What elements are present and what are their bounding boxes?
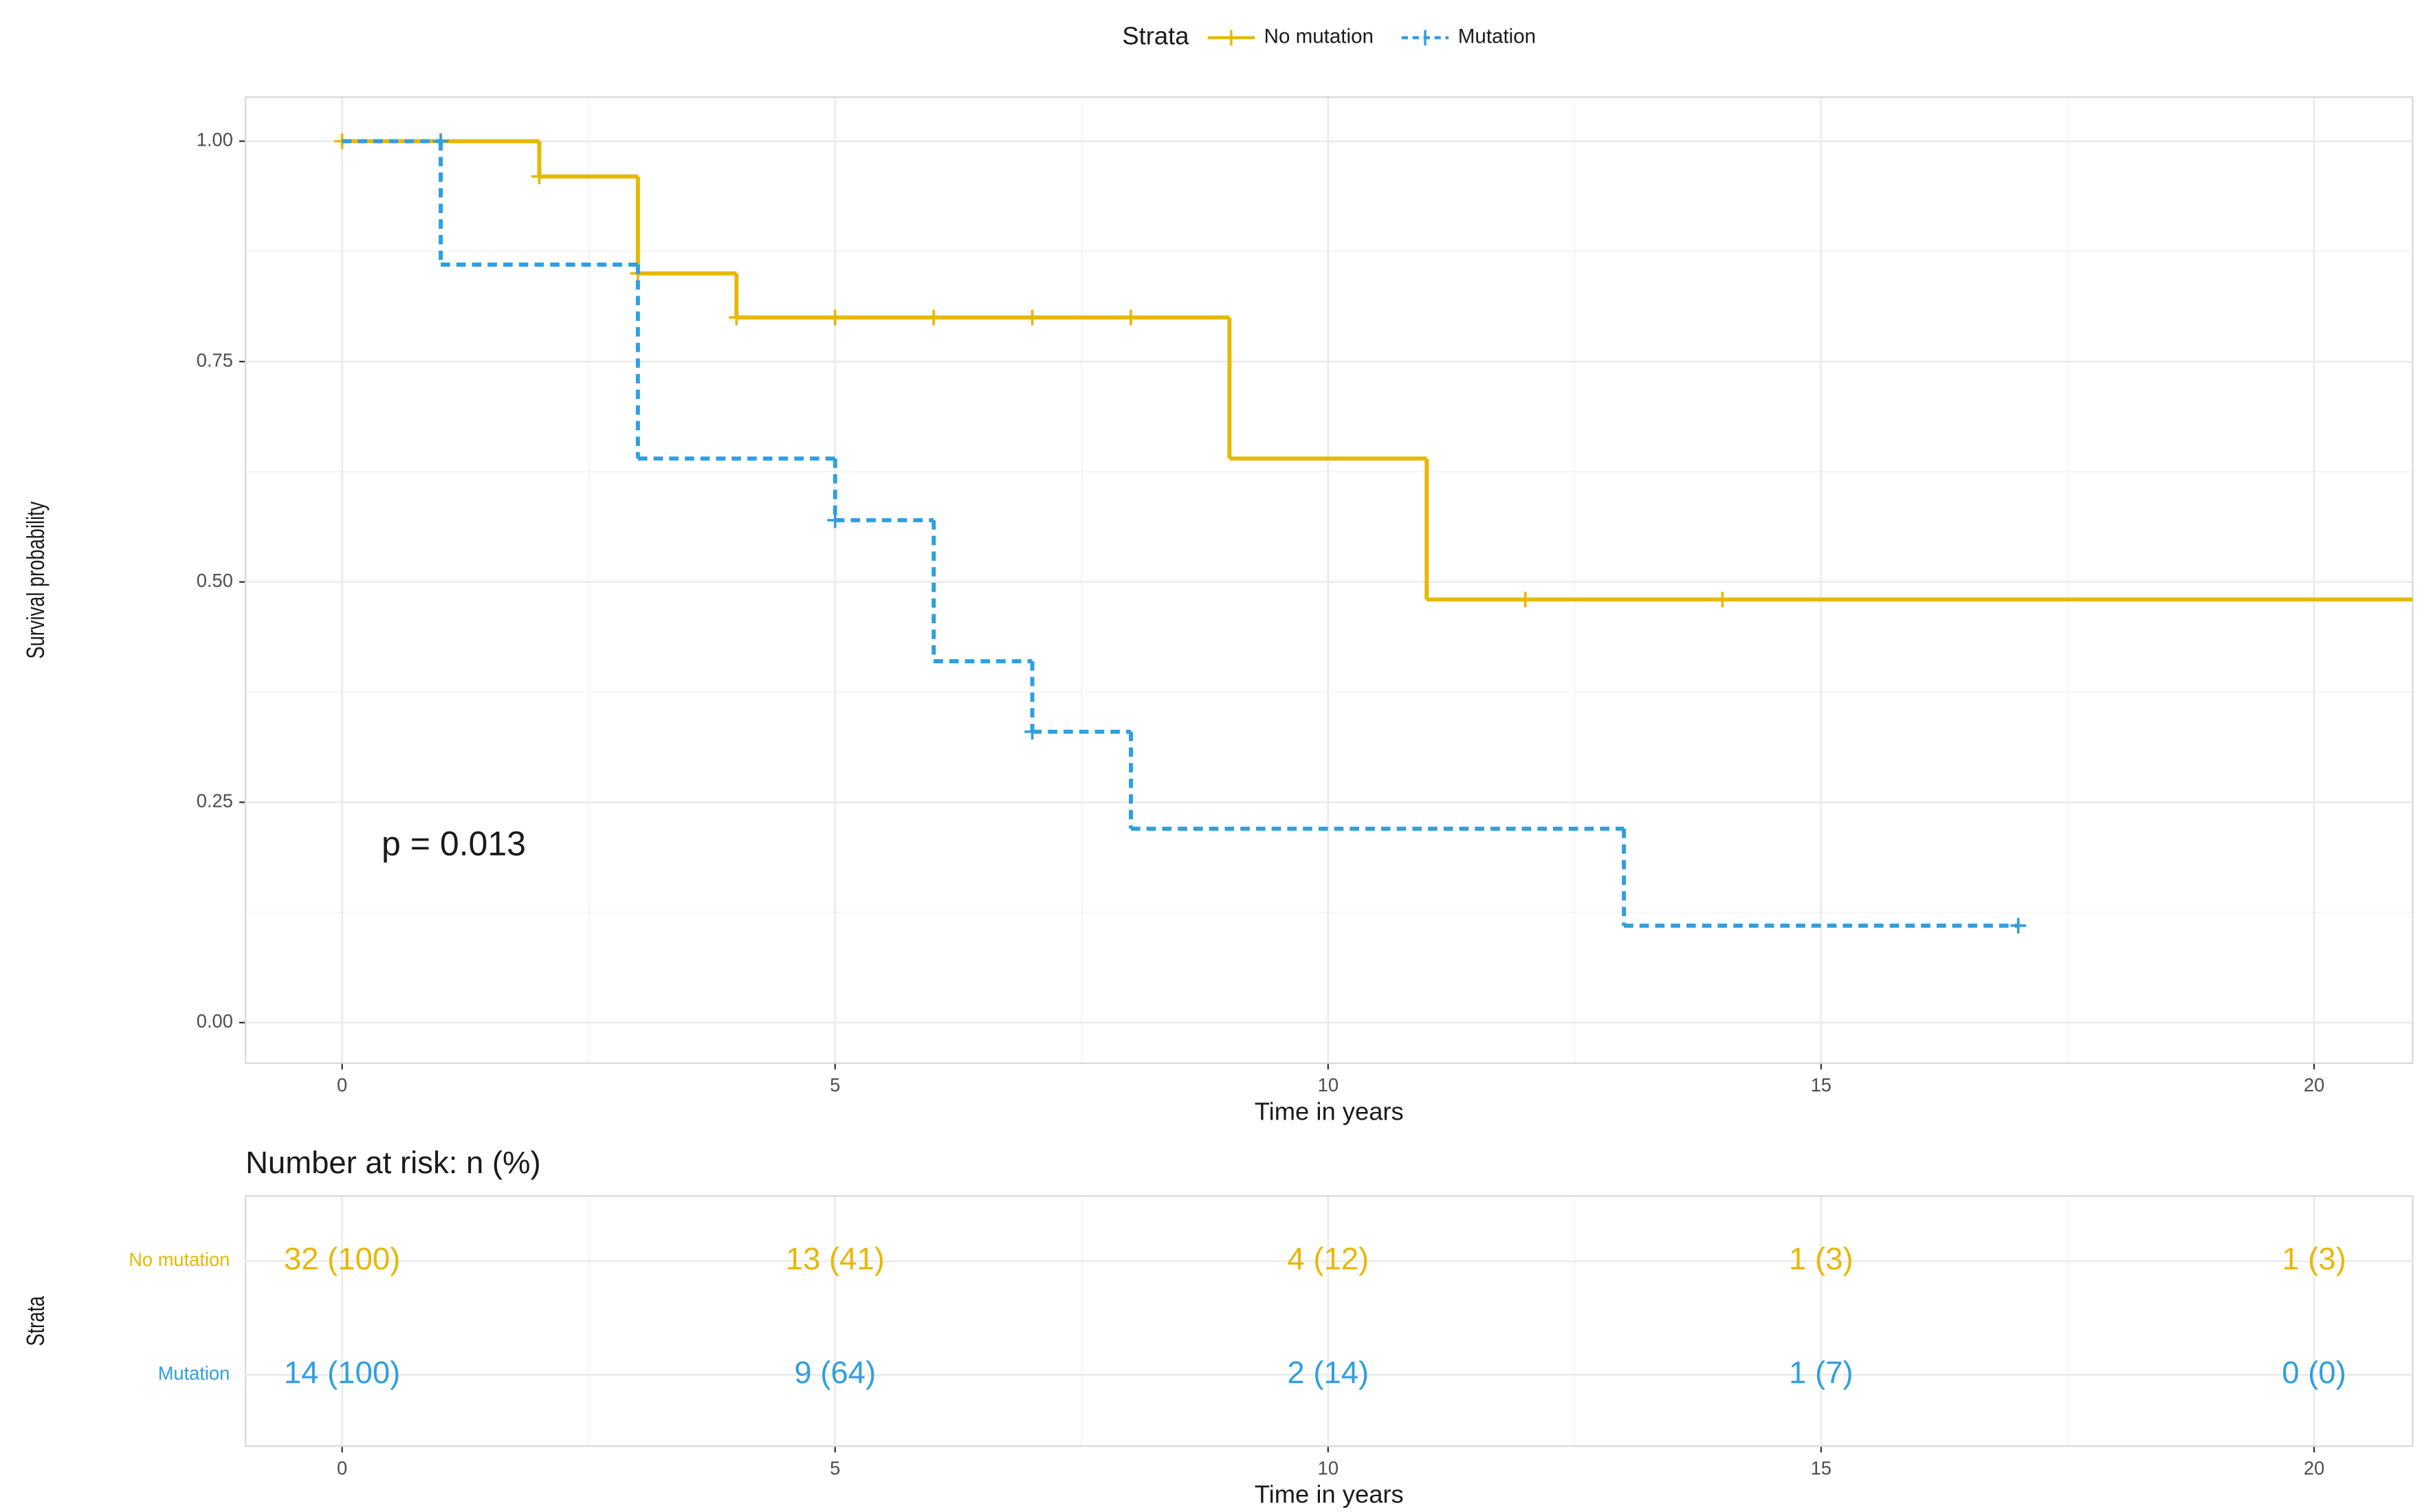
x-tick-label: 15	[1811, 1074, 1831, 1096]
legend-label: No mutation	[1264, 25, 1374, 48]
legend-title: Strata	[1122, 22, 1189, 50]
censor-mark	[531, 168, 547, 185]
legend-entry: No mutation	[1207, 25, 1374, 48]
x-axis-title: Time in years	[1255, 1480, 1404, 1509]
y-tick-label: 0.75	[197, 349, 233, 370]
censor-mark	[2010, 918, 2027, 934]
risk-count: 13 (41)	[786, 1241, 885, 1276]
x-tick-label: 0	[337, 1457, 347, 1478]
row-label: Mutation	[158, 1363, 230, 1384]
censor-mark	[827, 309, 844, 326]
x-tick-label: 20	[2304, 1074, 2324, 1096]
censor-mark	[1024, 309, 1040, 326]
plot-panel	[244, 96, 2414, 1065]
x-axis-title: Time in years	[1255, 1097, 1404, 1125]
risk-count: 14 (100)	[284, 1355, 400, 1390]
risk-count: 0 (0)	[2282, 1355, 2346, 1390]
censor-mark	[925, 309, 942, 326]
x-tick-label: 5	[830, 1457, 840, 1478]
censor-mark	[1123, 309, 1139, 326]
censor-mark	[728, 309, 745, 326]
y-tick-label: 1.00	[197, 129, 233, 151]
risk-count: 2 (14)	[1287, 1355, 1369, 1390]
y-tick-label: 0.00	[197, 1010, 233, 1032]
censor-mark	[432, 133, 449, 149]
y-tick-label: 0.50	[197, 570, 233, 591]
x-tick-label: 5	[830, 1074, 840, 1096]
y-axis-title: Survival probability	[21, 501, 49, 659]
risk-count: 1 (7)	[1789, 1355, 1853, 1390]
row-label: No mutation	[129, 1249, 230, 1270]
x-tick-label: 0	[337, 1074, 347, 1096]
risk-count: 4 (12)	[1287, 1241, 1369, 1276]
censor-mark	[1517, 591, 1534, 608]
risk-count: 32 (100)	[284, 1241, 400, 1276]
x-tick-label: 10	[1318, 1074, 1339, 1096]
censor-mark	[1715, 591, 1730, 608]
legend-label: Mutation	[1458, 25, 1536, 48]
y-tick-label: 0.25	[197, 790, 233, 812]
risk-count: 9 (64)	[794, 1355, 876, 1390]
risk-count: 1 (3)	[2282, 1241, 2346, 1276]
x-tick-label: 10	[1318, 1457, 1339, 1478]
x-tick-label: 15	[1811, 1457, 1831, 1478]
table-panel	[244, 1195, 2414, 1447]
censor-mark	[1024, 724, 1040, 740]
censor-mark	[827, 512, 844, 529]
x-tick-label: 20	[2304, 1457, 2324, 1478]
y-axis-title: Strata	[21, 1296, 49, 1346]
p-value: p = 0.013	[382, 825, 526, 863]
legend-entry: Mutation	[1401, 25, 1536, 48]
risk-count: 1 (3)	[1789, 1241, 1853, 1276]
table-title: Number at risk: n (%)	[245, 1145, 541, 1180]
